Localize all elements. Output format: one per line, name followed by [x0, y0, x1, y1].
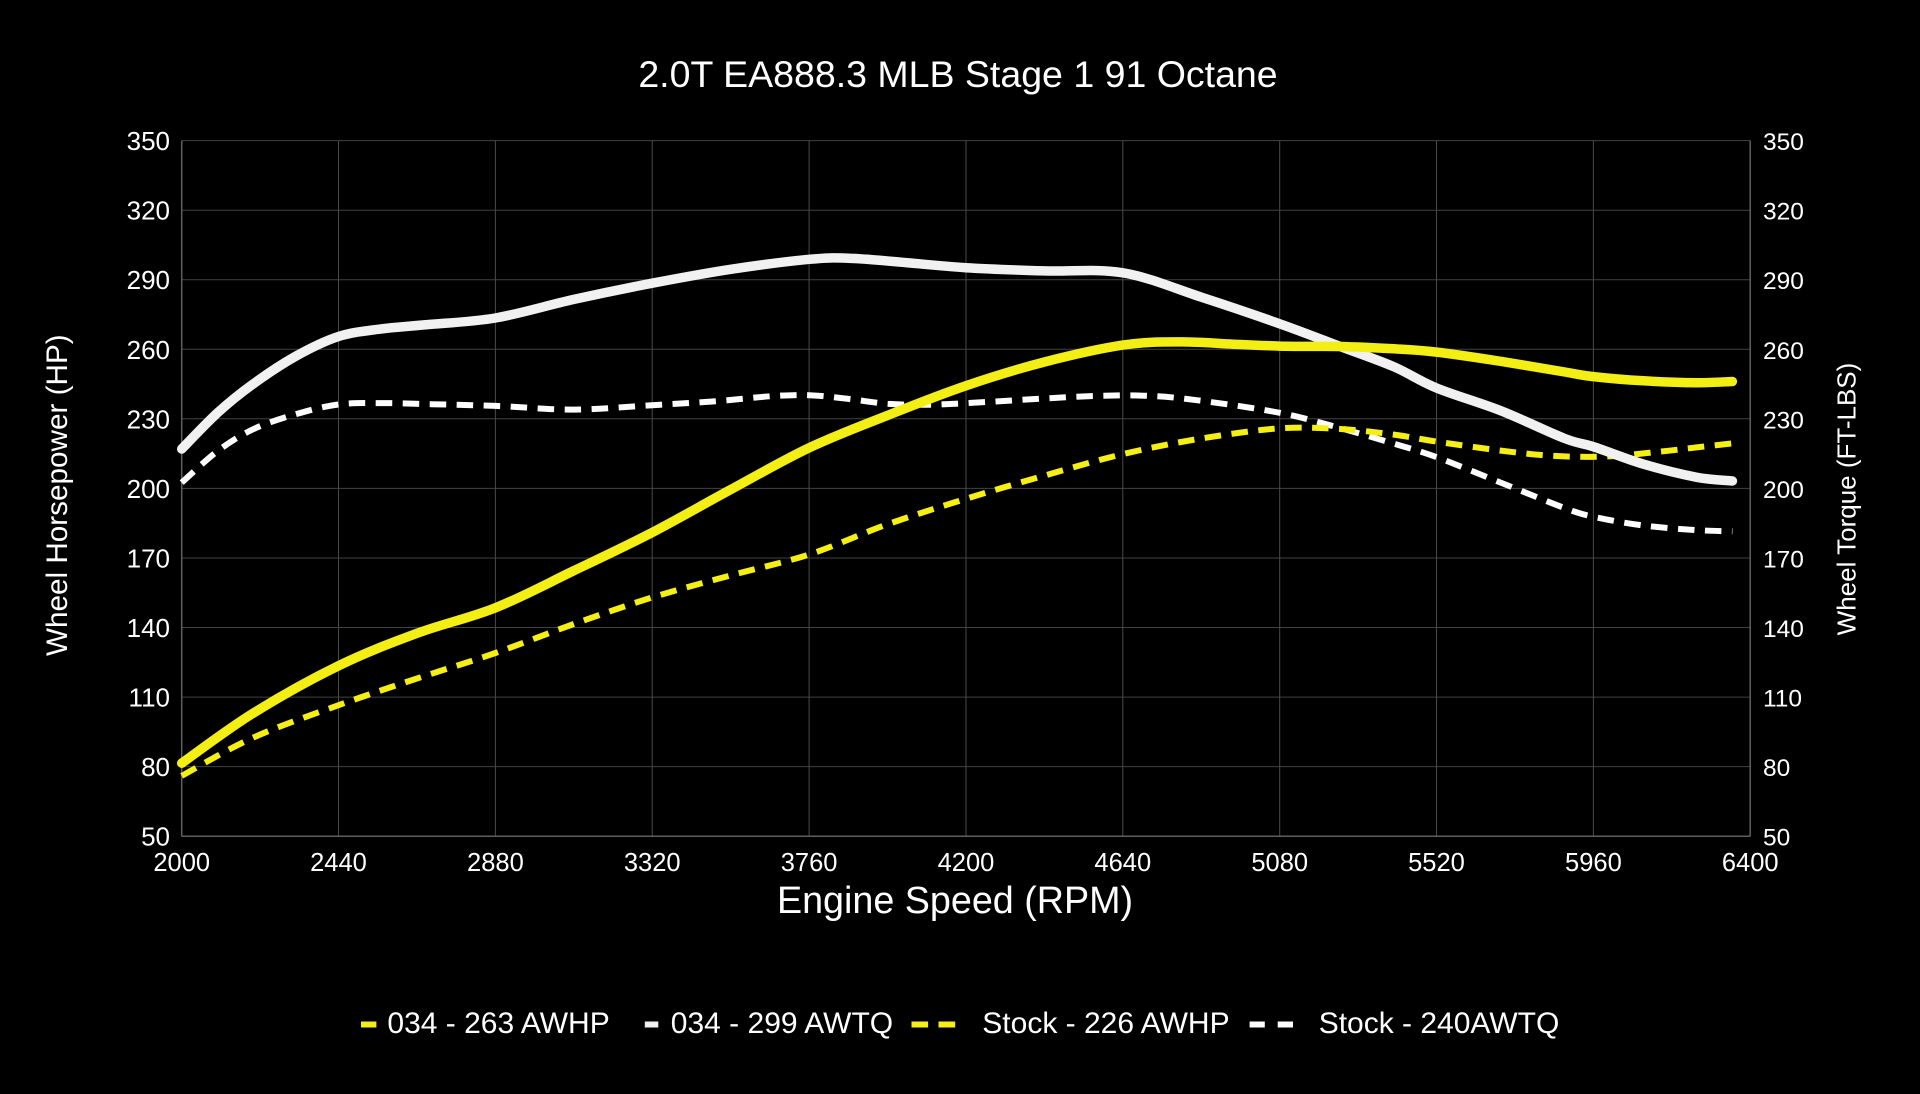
svg-text:200: 200 [1763, 477, 1804, 504]
svg-text:80: 80 [1763, 755, 1790, 782]
svg-text:50: 50 [1763, 825, 1790, 852]
svg-text:Wheel Horsepower (HP): Wheel Horsepower (HP) [41, 334, 74, 656]
svg-text:200: 200 [127, 474, 170, 504]
svg-text:50: 50 [141, 822, 170, 852]
svg-text:110: 110 [1763, 686, 1802, 713]
svg-text:Wheel Torque (FT-LBS): Wheel Torque (FT-LBS) [1832, 363, 1862, 636]
svg-text:290: 290 [127, 265, 170, 295]
svg-text:2440: 2440 [310, 849, 367, 877]
svg-text:034 - 263 AWHP: 034 - 263 AWHP [387, 1007, 609, 1040]
svg-text:2880: 2880 [467, 849, 524, 877]
svg-text:4640: 4640 [1094, 849, 1151, 877]
svg-text:5080: 5080 [1251, 849, 1308, 877]
svg-text:5960: 5960 [1565, 849, 1622, 877]
svg-text:320: 320 [127, 196, 170, 226]
svg-text:350: 350 [1763, 129, 1804, 156]
svg-text:Engine Speed (RPM): Engine Speed (RPM) [777, 879, 1133, 921]
svg-text:2.0T EA888.3 MLB Stage 1 91 Oc: 2.0T EA888.3 MLB Stage 1 91 Octane [638, 53, 1277, 95]
svg-text:3320: 3320 [624, 849, 681, 877]
svg-text:260: 260 [1763, 338, 1804, 365]
svg-text:110: 110 [129, 683, 170, 713]
svg-text:140: 140 [1763, 616, 1804, 643]
svg-text:290: 290 [1763, 268, 1804, 295]
svg-text:2000: 2000 [153, 849, 210, 877]
svg-text:Stock - 226 AWHP: Stock - 226 AWHP [982, 1007, 1229, 1040]
svg-text:260: 260 [127, 335, 170, 365]
svg-text:350: 350 [127, 126, 170, 156]
svg-text:320: 320 [1763, 199, 1804, 226]
svg-text:230: 230 [1763, 407, 1804, 434]
svg-text:80: 80 [141, 752, 170, 782]
svg-text:3760: 3760 [781, 849, 838, 877]
svg-text:230: 230 [127, 404, 170, 434]
svg-text:5520: 5520 [1408, 849, 1465, 877]
svg-text:170: 170 [127, 544, 170, 574]
svg-text:4200: 4200 [938, 849, 995, 877]
svg-text:6400: 6400 [1722, 849, 1779, 877]
svg-text:034 - 299 AWTQ: 034 - 299 AWTQ [671, 1007, 893, 1040]
svg-text:140: 140 [127, 613, 170, 643]
svg-text:Stock - 240AWTQ: Stock - 240AWTQ [1319, 1007, 1560, 1040]
svg-text:170: 170 [1763, 547, 1804, 574]
